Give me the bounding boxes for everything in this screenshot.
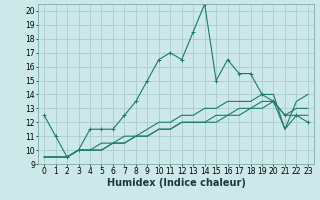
X-axis label: Humidex (Indice chaleur): Humidex (Indice chaleur)	[107, 178, 245, 188]
